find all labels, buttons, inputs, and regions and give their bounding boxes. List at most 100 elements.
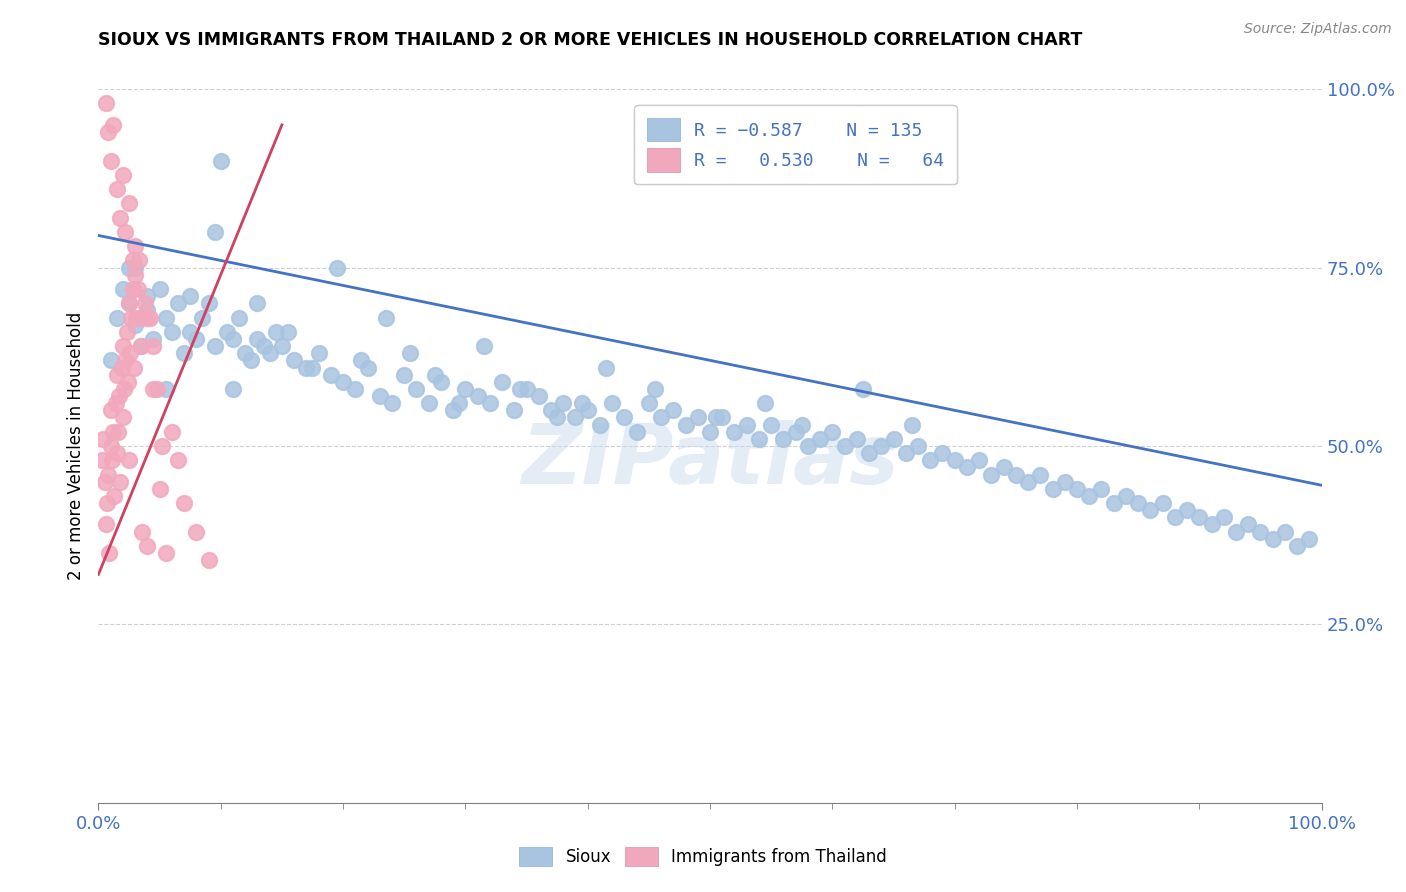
Point (1225, 524, 1247, 539)
Point (105, 310, 128, 325)
Point (967, 453, 990, 467)
Point (308, 346, 330, 360)
Point (735, 417, 758, 432)
Point (100, 353, 122, 368)
Point (527, 389, 550, 403)
Point (852, 382, 875, 396)
Point (118, 296, 141, 310)
Point (326, 260, 349, 275)
Point (160, 325, 183, 339)
Point (105, 368, 128, 382)
Point (94, 96, 117, 111)
Point (124, 318, 146, 332)
Point (711, 410, 734, 425)
Point (186, 524, 208, 539)
Point (1115, 489, 1137, 503)
Point (626, 425, 648, 439)
Point (120, 346, 142, 360)
Point (1029, 467, 1052, 482)
Point (114, 353, 136, 368)
Point (503, 403, 526, 417)
Point (1078, 489, 1101, 503)
Point (571, 396, 593, 410)
Point (118, 196, 141, 211)
Point (491, 375, 513, 389)
Point (943, 453, 966, 467)
Point (1042, 482, 1064, 496)
Point (136, 539, 159, 553)
Point (139, 310, 162, 325)
Point (1249, 524, 1271, 539)
Point (134, 296, 156, 310)
Point (124, 260, 146, 275)
Point (1188, 510, 1211, 524)
Point (1261, 532, 1284, 546)
Point (399, 346, 422, 360)
Point (509, 382, 531, 396)
Point (392, 368, 416, 382)
Point (761, 417, 783, 432)
Point (301, 360, 323, 375)
Point (111, 360, 134, 375)
Point (104, 396, 127, 410)
Point (222, 332, 245, 346)
Point (127, 282, 149, 296)
Point (228, 310, 250, 325)
Point (374, 310, 396, 325)
Point (772, 432, 794, 446)
Point (858, 446, 880, 460)
Point (155, 546, 177, 560)
Point (754, 396, 776, 410)
Point (179, 289, 201, 303)
Point (418, 396, 440, 410)
Point (142, 382, 165, 396)
Point (589, 417, 612, 432)
Point (155, 310, 177, 325)
Point (553, 396, 575, 410)
Point (675, 417, 697, 432)
Point (204, 225, 226, 239)
Point (472, 339, 495, 353)
Point (197, 296, 219, 310)
Point (821, 425, 844, 439)
Point (167, 296, 190, 310)
Point (204, 339, 226, 353)
Point (121, 282, 143, 296)
Point (122, 360, 145, 375)
Point (1139, 503, 1161, 517)
Point (136, 310, 159, 325)
Point (405, 382, 427, 396)
Point (423, 368, 446, 382)
Point (142, 332, 165, 346)
Point (101, 425, 124, 439)
Point (246, 296, 269, 310)
Point (478, 396, 501, 410)
Point (197, 553, 219, 567)
Point (381, 396, 404, 410)
Point (103, 489, 125, 503)
Point (1212, 510, 1234, 524)
Point (546, 410, 568, 425)
Point (644, 382, 666, 396)
Point (1201, 517, 1223, 532)
Text: SIOUX VS IMMIGRANTS FROM THAILAND 2 OR MORE VEHICLES IN HOUSEHOLD CORRELATION CH: SIOUX VS IMMIGRANTS FROM THAILAND 2 OR M… (98, 31, 1083, 49)
Point (449, 396, 471, 410)
Point (1017, 475, 1039, 489)
Point (125, 310, 148, 325)
Point (356, 360, 378, 375)
Point (160, 425, 183, 439)
Point (233, 346, 256, 360)
Point (723, 425, 745, 439)
Point (993, 460, 1015, 475)
Point (97, 125, 120, 139)
Point (834, 439, 856, 453)
Point (117, 375, 139, 389)
Point (870, 439, 893, 453)
Point (100, 153, 122, 168)
Point (179, 325, 201, 339)
Point (124, 239, 146, 253)
Point (98, 546, 121, 560)
Point (699, 425, 721, 439)
Point (600, 396, 623, 410)
Point (149, 282, 172, 296)
